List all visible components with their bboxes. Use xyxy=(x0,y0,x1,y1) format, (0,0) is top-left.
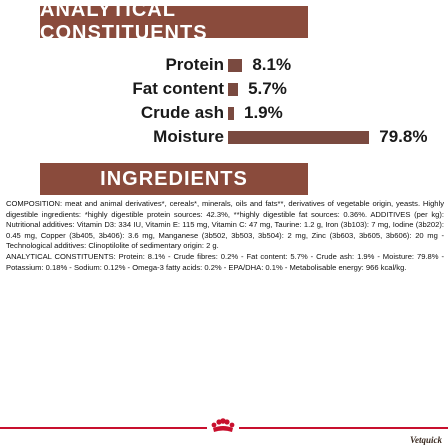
analytical-constituents-heading: ANALYTICAL CONSTITUENTS xyxy=(40,0,308,44)
constituent-row-fat-content: Fat content 5.7% xyxy=(0,76,448,102)
constituent-value: 5.7% xyxy=(248,79,287,98)
constituent-value: 8.1% xyxy=(252,55,292,74)
constituent-bar xyxy=(228,130,370,144)
constituent-label: Moisture xyxy=(153,127,224,146)
constituent-bar xyxy=(228,58,243,72)
constituent-bar xyxy=(228,82,239,96)
constituent-label: Crude ash xyxy=(140,103,224,122)
watermark: Vetquick xyxy=(409,435,442,445)
constituent-label: Fat content xyxy=(132,79,224,98)
analytical-constituents-paragraph: ANALYTICAL CONSTITUENTS: Protein: 8.1% -… xyxy=(6,251,444,272)
constituent-row-crude-ash: Crude ash 1.9% xyxy=(0,100,448,126)
constituent-row-moisture: Moisture 79.8% xyxy=(0,124,448,150)
constituent-bar xyxy=(228,106,234,120)
ingredients-heading: INGREDIENTS xyxy=(40,163,308,195)
royal-canin-crown-logo-icon xyxy=(207,415,239,437)
composition-paragraph: COMPOSITION: meat and animal derivatives… xyxy=(6,199,444,251)
constituent-value: 1.9% xyxy=(244,103,283,122)
constituent-row-protein: Protein 8.1% xyxy=(0,52,448,78)
constituent-label: Protein xyxy=(165,55,224,74)
constituent-value: 79.8% xyxy=(379,127,428,146)
ingredients-text: COMPOSITION: meat and animal derivatives… xyxy=(6,199,444,273)
